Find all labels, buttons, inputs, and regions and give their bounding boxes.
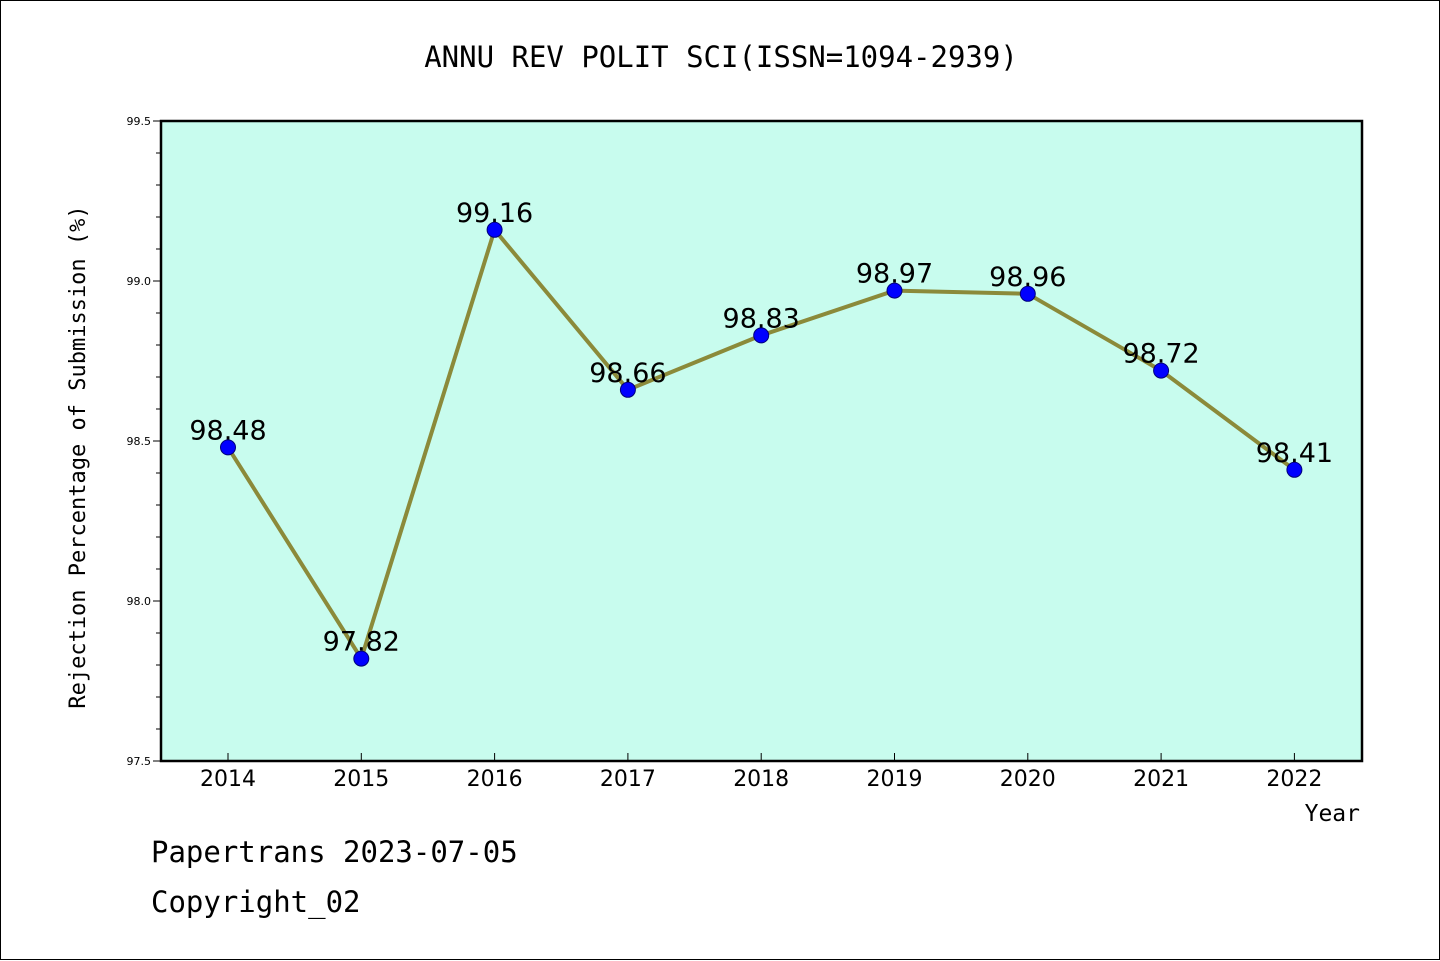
x-tick-label: 2020 [1000,767,1056,792]
x-tick-label: 2019 [867,767,923,792]
data-label: 98.41 [1256,438,1333,469]
data-label: 98.96 [989,262,1066,293]
data-labels: 98.48 97.82 99.16 98.66 98.83 98.97 98.96 98.72… [189,198,1333,658]
plot-border [159,119,1364,763]
x-tick-label: 2017 [600,767,656,792]
data-point [619,381,636,398]
y-axis-label: Rejection Percentage of Submission (%) [66,205,91,708]
x-axis-label: Year [1305,801,1360,827]
data-point [220,439,236,456]
y-tick-label: 97.5 [127,755,152,768]
data-label: 98.83 [723,303,800,334]
footer-copyright-text: Copyright_02 [151,885,361,919]
y-tick-label: 98.5 [127,435,152,448]
data-point [753,327,770,344]
data-markers [220,221,1303,667]
y-tick-label: 99.5 [127,115,152,128]
y-tick-label: 99.0 [127,275,152,288]
data-point [353,650,370,667]
chart-title: ANNU REV POLIT SCI(ISSN=1094-2939) [424,40,1018,74]
data-label: 98.48 [189,415,266,446]
plot-area [161,121,1362,761]
x-tick-label: 2016 [467,767,523,792]
x-axis: 2014 2015 2016 2017 2018 2019 2020 2021 2022 [200,753,1322,792]
data-label: 97.82 [323,627,400,658]
data-point [1153,362,1170,379]
x-tick-label: 2015 [333,767,389,792]
x-tick-label: 2022 [1266,767,1322,792]
y-axis: 97.5 98.0 98.5 99.0 99.5 [127,115,161,768]
data-point [1019,285,1036,302]
data-point [886,282,903,299]
data-label: 98.97 [856,259,933,290]
data-label: 98.72 [1122,339,1199,370]
footer-date-text: Papertrans 2023-07-05 [151,835,518,869]
data-point [486,221,503,238]
x-tick-label: 2021 [1133,767,1189,792]
data-point [1286,461,1303,478]
data-label: 99.16 [456,198,533,229]
data-label: 98.66 [589,358,666,389]
x-tick-label: 2014 [200,767,256,792]
y-tick-label: 98.0 [127,595,152,608]
x-tick-label: 2018 [733,767,789,792]
